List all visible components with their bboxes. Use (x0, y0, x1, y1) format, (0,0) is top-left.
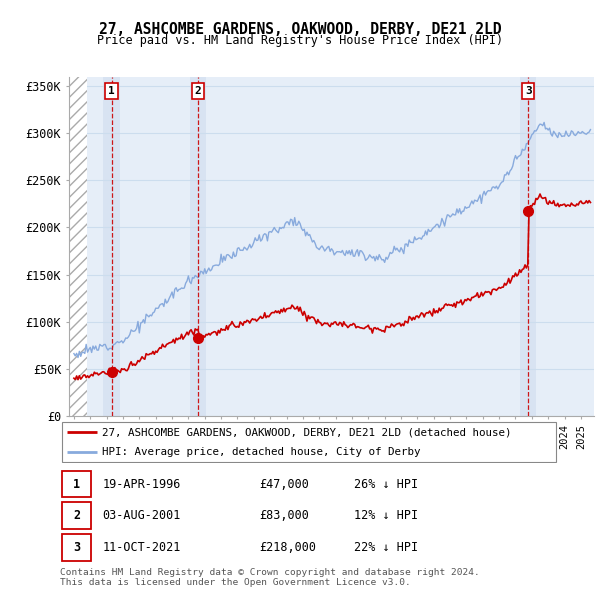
Text: 3: 3 (525, 86, 532, 96)
Text: 1: 1 (73, 478, 80, 491)
Bar (103, 77, 120, 416)
Text: £218,000: £218,000 (259, 540, 316, 553)
Text: 27, ASHCOMBE GARDENS, OAKWOOD, DERBY, DE21 2LD: 27, ASHCOMBE GARDENS, OAKWOOD, DERBY, DE… (99, 22, 501, 37)
Text: 11-OCT-2021: 11-OCT-2021 (103, 540, 181, 553)
Text: 27, ASHCOMBE GARDENS, OAKWOOD, DERBY, DE21 2LD (detached house): 27, ASHCOMBE GARDENS, OAKWOOD, DERBY, DE… (103, 427, 512, 437)
Text: Price paid vs. HM Land Registry's House Price Index (HPI): Price paid vs. HM Land Registry's House … (97, 34, 503, 47)
Text: 2: 2 (73, 509, 80, 522)
Bar (190, 77, 206, 416)
FancyBboxPatch shape (62, 534, 91, 560)
Text: 1: 1 (108, 86, 115, 96)
FancyBboxPatch shape (62, 502, 91, 529)
FancyBboxPatch shape (62, 421, 556, 463)
Text: 2: 2 (195, 86, 202, 96)
Text: 26% ↓ HPI: 26% ↓ HPI (354, 478, 418, 491)
Bar (87, 77, 594, 416)
Text: 12% ↓ HPI: 12% ↓ HPI (354, 509, 418, 522)
Text: HPI: Average price, detached house, City of Derby: HPI: Average price, detached house, City… (103, 447, 421, 457)
Text: 19-APR-1996: 19-APR-1996 (103, 478, 181, 491)
Text: 03-AUG-2001: 03-AUG-2001 (103, 509, 181, 522)
Text: £83,000: £83,000 (259, 509, 309, 522)
Text: 3: 3 (73, 540, 80, 553)
FancyBboxPatch shape (62, 471, 91, 497)
Text: Contains HM Land Registry data © Crown copyright and database right 2024.
This d: Contains HM Land Registry data © Crown c… (60, 568, 480, 587)
Bar (520, 77, 536, 416)
Bar (69, 77, 87, 416)
Text: 22% ↓ HPI: 22% ↓ HPI (354, 540, 418, 553)
Text: £47,000: £47,000 (259, 478, 309, 491)
